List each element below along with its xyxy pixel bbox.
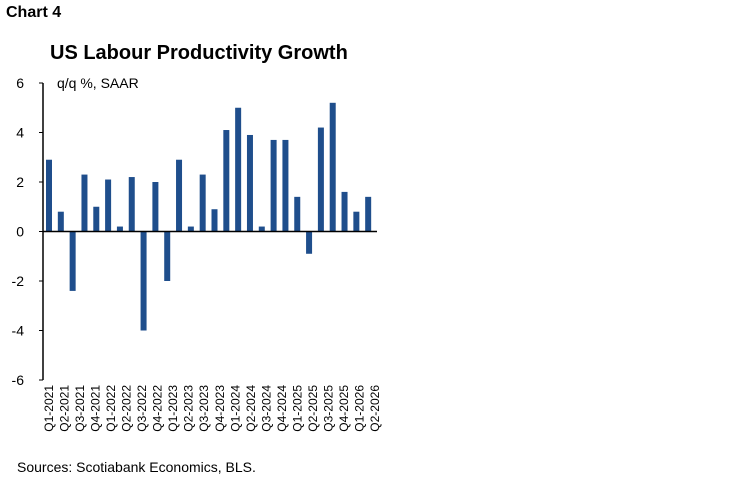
x-tick-label: Q3-2023 — [197, 385, 211, 432]
y-tick-label: 6 — [16, 75, 24, 91]
y-tick-label: 4 — [16, 125, 24, 141]
x-tick-label: Q1-2025 — [290, 385, 304, 432]
bar — [211, 209, 218, 232]
bar — [317, 127, 324, 232]
x-tick-label: Q1-2024 — [228, 385, 242, 432]
y-tick-label: -6 — [12, 372, 25, 388]
x-tick-label: Q2-2026 — [368, 385, 382, 432]
x-tick-label: Q1-2022 — [104, 385, 118, 432]
bar — [116, 226, 123, 232]
x-tick-label: Q1-2023 — [166, 385, 180, 432]
y-ticks-group: 6 4 2 0 -2 -4 -6 — [12, 75, 43, 388]
bar — [235, 107, 242, 232]
bar — [164, 231, 171, 281]
x-tick-label: Q3-2024 — [259, 385, 273, 432]
x-tick-label: Q3-2022 — [135, 385, 149, 432]
y-axis-unit-label: q/q %, SAAR — [57, 75, 139, 91]
bar — [199, 174, 206, 232]
bar — [258, 226, 265, 232]
bars-group — [46, 102, 372, 331]
bar — [57, 211, 64, 232]
bar — [81, 174, 88, 232]
x-ticks-group: Q1-2021 Q2-2021 Q3-2021 Q4-2021 Q1-2022 Q2-20… — [42, 385, 382, 432]
x-tick-label: Q4-2025 — [337, 385, 351, 432]
bar — [270, 139, 277, 232]
y-tick-label: -2 — [12, 273, 25, 289]
chart-title: US Labour Productivity Growth — [50, 42, 348, 64]
bar — [246, 134, 253, 232]
bar — [187, 226, 194, 232]
y-tick-label: 2 — [16, 174, 24, 190]
bar — [282, 139, 289, 232]
bar — [353, 211, 360, 232]
bar — [128, 177, 135, 232]
x-tick-label: Q3-2025 — [321, 385, 335, 432]
x-tick-label: Q2-2022 — [120, 385, 134, 432]
x-tick-label: Q1-2021 — [42, 385, 56, 432]
bar — [105, 179, 112, 232]
bar — [341, 191, 348, 232]
bar — [46, 159, 52, 232]
bar — [69, 231, 76, 291]
x-tick-label: Q4-2021 — [89, 385, 103, 432]
bar — [140, 231, 147, 331]
x-tick-label: Q2-2021 — [58, 385, 72, 432]
x-tick-label: Q3-2021 — [73, 385, 87, 432]
bar — [294, 196, 301, 232]
bar — [329, 102, 336, 232]
x-tick-label: Q4-2023 — [213, 385, 227, 432]
x-tick-label: Q1-2026 — [352, 385, 366, 432]
bar — [223, 130, 230, 232]
y-tick-label: 0 — [16, 224, 24, 240]
y-tick-label: -4 — [12, 323, 25, 339]
x-tick-label: Q2-2023 — [182, 385, 196, 432]
x-tick-label: Q2-2024 — [244, 385, 258, 432]
source-note: Sources: Scotiabank Economics, BLS. — [17, 459, 256, 475]
x-tick-label: Q4-2024 — [275, 385, 289, 432]
bar — [306, 231, 313, 254]
x-tick-label: Q4-2022 — [151, 385, 165, 432]
bar — [152, 182, 159, 232]
chart-label: Chart 4 — [6, 4, 62, 21]
bar — [176, 159, 183, 232]
x-tick-label: Q2-2025 — [306, 385, 320, 432]
bar — [93, 206, 100, 232]
bar — [365, 196, 372, 232]
